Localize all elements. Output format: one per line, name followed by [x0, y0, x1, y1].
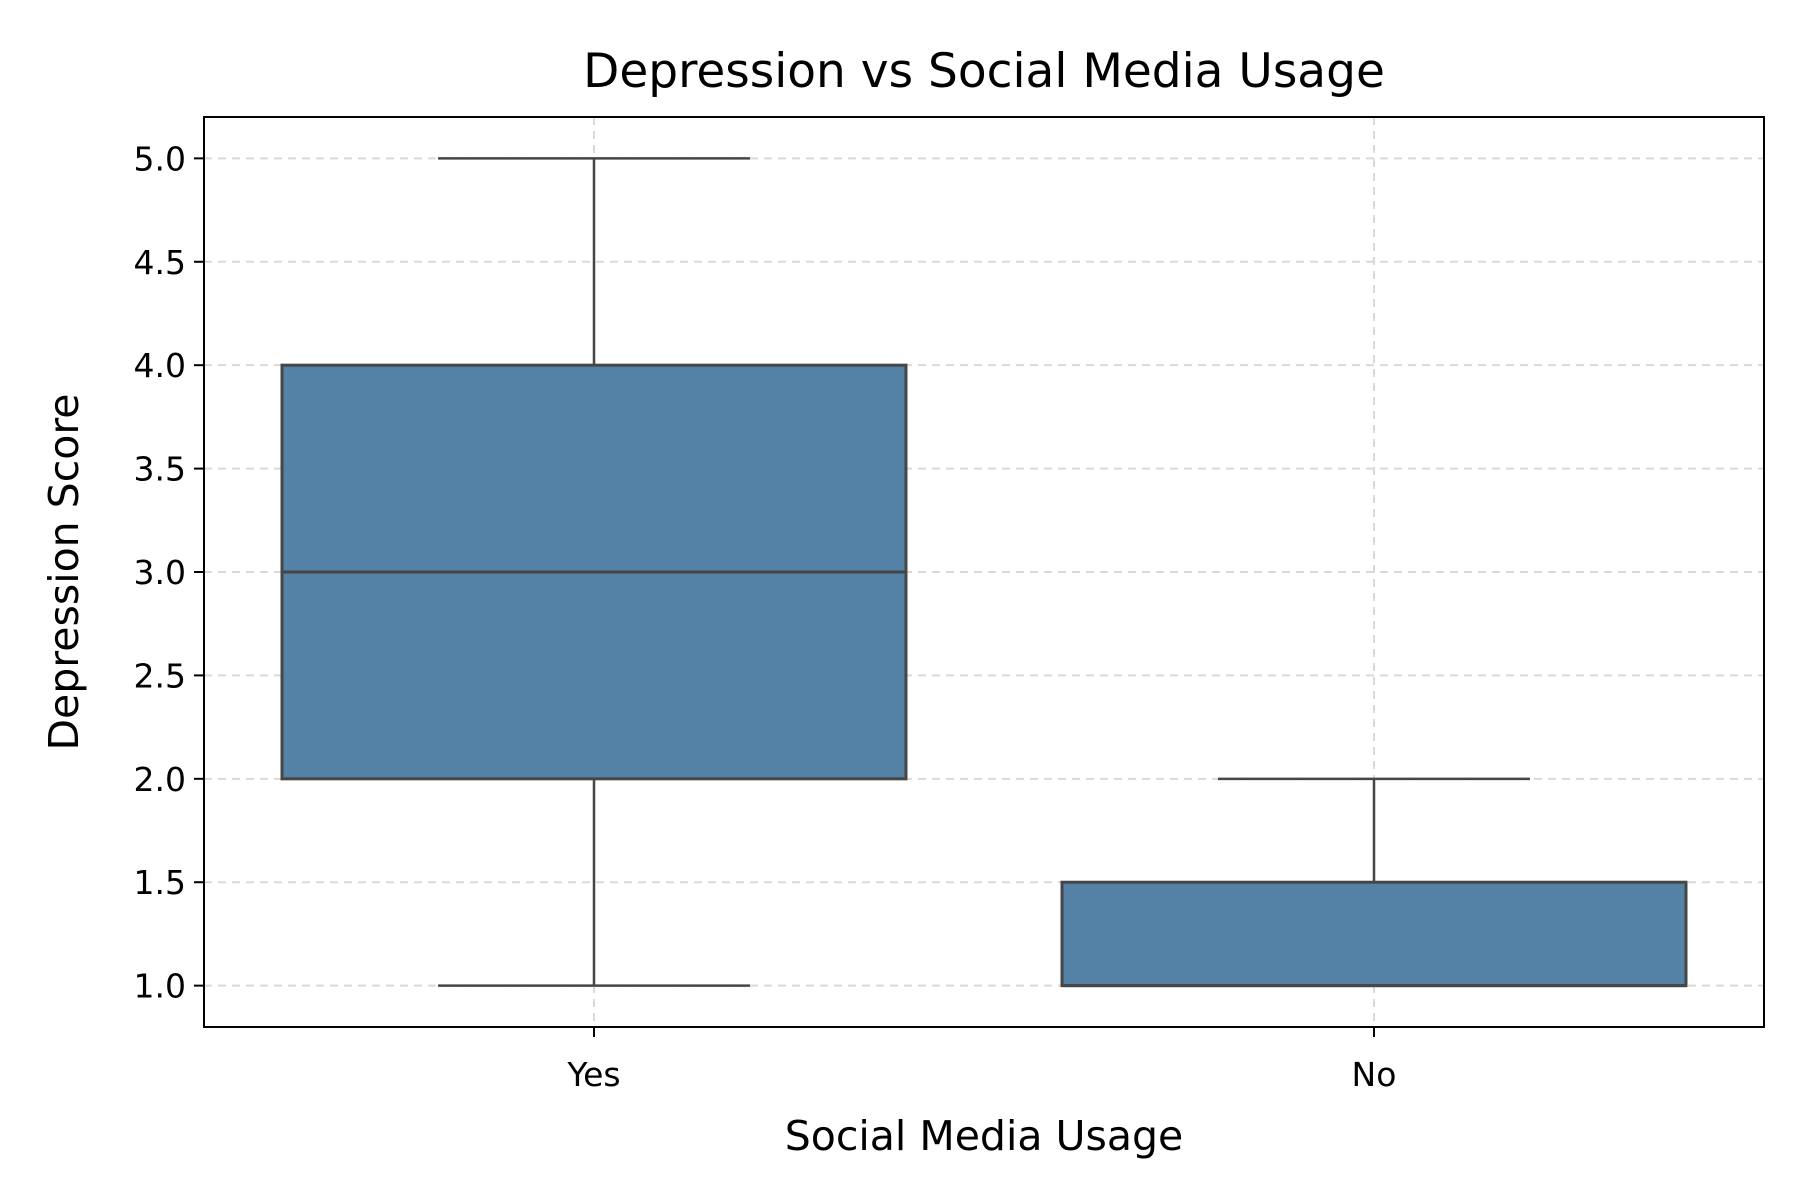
box-group-no — [1060, 777, 1688, 988]
chart-title: Depression vs Social Media Usage — [583, 44, 1385, 99]
y-tick-label: 3.5 — [134, 450, 186, 489]
y-tick-label: 3.0 — [134, 553, 186, 592]
y-tick-label: 5.0 — [134, 139, 186, 178]
y-tick-label: 2.5 — [134, 656, 186, 695]
box-plot-series — [280, 157, 1688, 988]
iqr-box — [1060, 880, 1688, 988]
box-group-yes — [280, 157, 908, 987]
x-tick-label: Yes — [566, 1055, 620, 1094]
y-tick-label: 4.5 — [134, 243, 186, 282]
x-tick-label: No — [1352, 1055, 1397, 1094]
y-tick-label: 4.0 — [134, 346, 186, 385]
y-axis-label: Depression Score — [40, 393, 88, 750]
axis-ticks: 1.0 1.5 2.0 2.5 3.0 3.5 4.0 4.5 5.0 Yes No — [134, 139, 1397, 1094]
x-axis-label: Social Media Usage — [785, 1112, 1184, 1160]
y-tick-label: 1.0 — [134, 967, 186, 1006]
y-tick-label: 1.5 — [134, 863, 186, 902]
y-tick-label: 2.0 — [134, 760, 186, 799]
